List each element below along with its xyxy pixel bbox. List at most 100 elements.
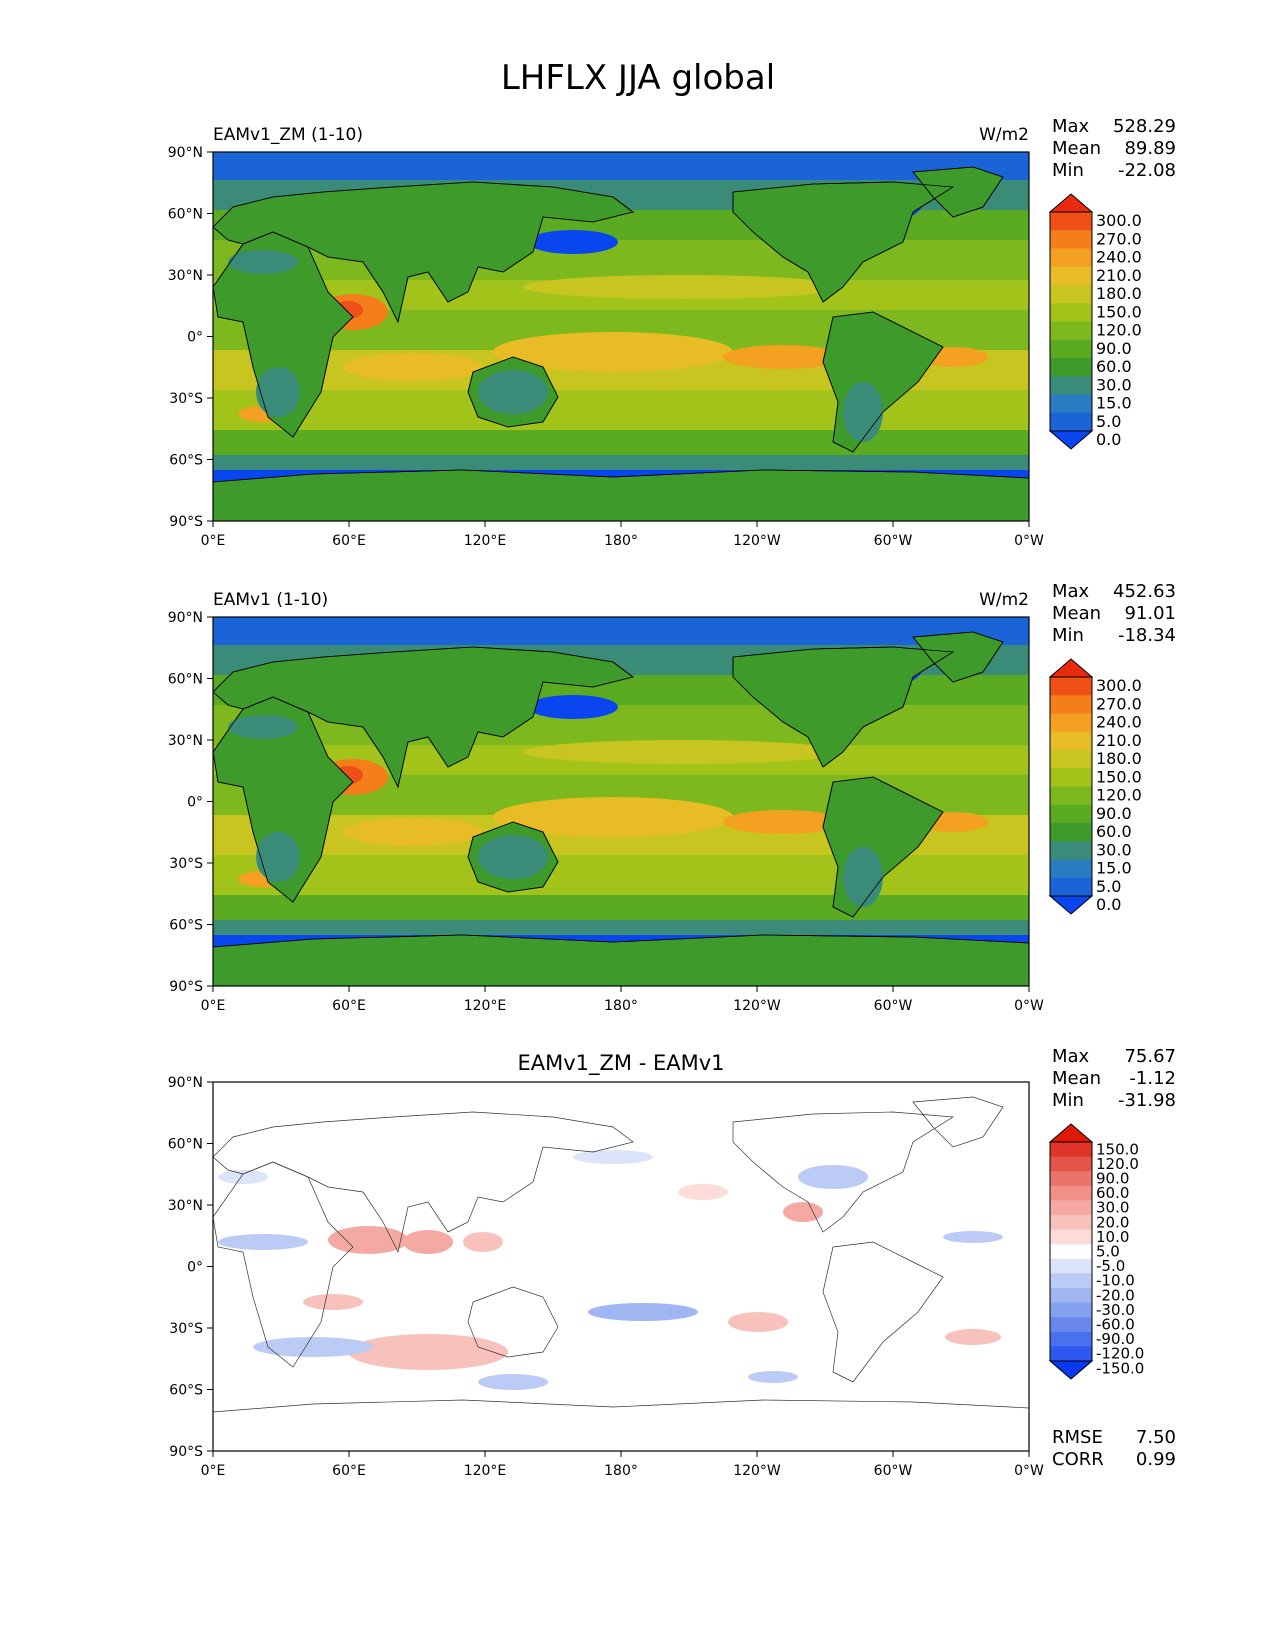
colorbar-tick-label: -90.0 bbox=[1096, 1330, 1135, 1348]
colorbar-segment bbox=[1050, 1215, 1092, 1231]
lat-tick-label: 30°S bbox=[169, 1321, 203, 1337]
colorbar-segment bbox=[1050, 1156, 1092, 1172]
metric-label: RMSE bbox=[1052, 1427, 1103, 1448]
stat-value: 91.01 bbox=[1124, 603, 1176, 624]
lon-tick-label: 60°W bbox=[874, 998, 913, 1014]
lon-tick-label: 60°W bbox=[874, 533, 913, 549]
panel-test: 90°N 60°N 30°N 0° 30°S 60°S 90°S 0°E 60°E 120°E 18… bbox=[168, 116, 1176, 549]
colorbar-tick-label: -5.0 bbox=[1096, 1257, 1125, 1275]
colorbar-segment bbox=[1050, 731, 1092, 751]
colorbar-tick-label: 150.0 bbox=[1096, 767, 1142, 786]
lon-tick-label: 180° bbox=[604, 1463, 638, 1479]
colorbar-tick-label: 90.0 bbox=[1096, 339, 1132, 358]
panel-title: EAMv1 (1-10) bbox=[213, 590, 328, 610]
lat-tick-label: 90°S bbox=[169, 514, 203, 530]
colorbar-segment bbox=[1050, 1185, 1092, 1201]
colorbar-tick-label: 180.0 bbox=[1096, 284, 1142, 303]
lon-tick-label: 0°E bbox=[201, 998, 226, 1014]
lon-tick-label: 180° bbox=[604, 533, 638, 549]
colorbar-tick-label: 210.0 bbox=[1096, 266, 1142, 285]
colorbar-segment bbox=[1050, 841, 1092, 860]
stat-value: 75.67 bbox=[1124, 1046, 1176, 1067]
metric-value: 0.99 bbox=[1136, 1449, 1176, 1470]
stat-label: Mean bbox=[1052, 603, 1101, 624]
colorbar-tick-label: -20.0 bbox=[1096, 1286, 1135, 1304]
lon-tick-label: 120°W bbox=[733, 998, 781, 1014]
lat-tick-label: 90°N bbox=[168, 1075, 203, 1091]
stat-value: -31.98 bbox=[1118, 1090, 1176, 1111]
colorbar-segment bbox=[1050, 266, 1092, 286]
stat-value: 89.89 bbox=[1124, 138, 1176, 159]
colorbar-tick-label: 150.0 bbox=[1096, 302, 1142, 321]
colorbar-tick-label: 30.0 bbox=[1096, 375, 1132, 394]
colorbar-tick-label: -10.0 bbox=[1096, 1272, 1135, 1290]
colorbar-segment bbox=[1050, 1244, 1092, 1260]
colorbar-tick-label: 20.0 bbox=[1096, 1213, 1129, 1231]
lon-tick-label: 60°W bbox=[874, 1463, 913, 1479]
colorbar-segment bbox=[1050, 750, 1092, 769]
colorbar-segment bbox=[1050, 321, 1092, 341]
lat-tick-label: 60°N bbox=[168, 207, 203, 223]
colorbar-segment bbox=[1050, 677, 1092, 696]
lon-tick-label: 0°W bbox=[1014, 533, 1044, 549]
colorbar-segment bbox=[1050, 823, 1092, 842]
panel-difference: 90°N 60°N 30°N 0° 30°S 60°S 90°S 0°E 60°E 120°E 18… bbox=[168, 1046, 1176, 1479]
lon-tick-label: 0°E bbox=[201, 1463, 226, 1479]
lon-tick-label: 60°E bbox=[332, 533, 366, 549]
colorbar-segment bbox=[1050, 358, 1092, 377]
colorbar-tick-label: 240.0 bbox=[1096, 713, 1142, 732]
colorbar-segment bbox=[1050, 394, 1092, 414]
colorbar-tick-label: 120.0 bbox=[1096, 1155, 1139, 1173]
stat-value: 452.63 bbox=[1113, 581, 1176, 602]
stat-value: 528.29 bbox=[1113, 116, 1176, 137]
colorbar-tick-label: -60.0 bbox=[1096, 1316, 1135, 1334]
colorbar-tick-label: 10.0 bbox=[1096, 1228, 1129, 1246]
stat-label: Min bbox=[1052, 625, 1084, 646]
colorbar-segment bbox=[1050, 303, 1092, 322]
lat-tick-label: 60°N bbox=[168, 1137, 203, 1153]
map-test bbox=[212, 151, 1030, 522]
colorbar-tick-label: 5.0 bbox=[1096, 412, 1121, 431]
metric-value: 7.50 bbox=[1136, 1427, 1176, 1448]
colorbar-segment bbox=[1050, 1171, 1092, 1187]
stat-label: Max bbox=[1052, 116, 1090, 137]
colorbar-segment bbox=[1050, 1317, 1092, 1333]
lat-tick-label: 30°S bbox=[169, 391, 203, 407]
colorbar-segment bbox=[1050, 285, 1092, 304]
lat-tick-label: 0° bbox=[187, 795, 203, 811]
colorbar-tick-label: 60.0 bbox=[1096, 822, 1132, 841]
colorbar-tick-label: -150.0 bbox=[1096, 1359, 1144, 1377]
lon-tick-label: 120°E bbox=[464, 1463, 507, 1479]
lon-tick-label: 120°E bbox=[464, 533, 507, 549]
stat-label: Mean bbox=[1052, 138, 1101, 159]
colorbar-segment bbox=[1050, 877, 1092, 897]
field-difference bbox=[213, 1082, 1029, 1451]
stat-label: Min bbox=[1052, 160, 1084, 181]
colorbar-segment bbox=[1050, 1273, 1092, 1289]
colorbar-segment bbox=[1050, 412, 1092, 432]
lat-tick-label: 0° bbox=[187, 330, 203, 346]
lat-tick-label: 90°N bbox=[168, 145, 203, 161]
colorbar-segment bbox=[1050, 859, 1092, 879]
lon-tick-label: 60°E bbox=[332, 998, 366, 1014]
colorbar-tick-label: 0.0 bbox=[1096, 895, 1121, 914]
lat-tick-label: 30°N bbox=[168, 733, 203, 749]
colorbar-tick-label: 270.0 bbox=[1096, 229, 1142, 248]
colorbar-segment bbox=[1050, 1142, 1092, 1158]
metric-label: CORR bbox=[1052, 1449, 1104, 1470]
lat-tick-label: 90°S bbox=[169, 979, 203, 995]
stat-label: Mean bbox=[1052, 1068, 1101, 1089]
stat-value: -22.08 bbox=[1118, 160, 1176, 181]
colorbar-segment bbox=[1050, 786, 1092, 806]
colorbar: -150.0-120.0-90.0-60.0-30.0-20.0-10.0-5.… bbox=[1048, 1123, 1144, 1380]
colorbar-segment bbox=[1050, 768, 1092, 787]
lat-tick-label: 30°N bbox=[168, 268, 203, 284]
lat-tick-label: 90°N bbox=[168, 610, 203, 626]
field-reference bbox=[213, 617, 1029, 986]
colorbar-segment bbox=[1050, 1302, 1092, 1318]
lat-tick-label: 60°S bbox=[169, 1383, 203, 1399]
colorbar-tick-label: 210.0 bbox=[1096, 731, 1142, 750]
colorbar-tick-label: 300.0 bbox=[1096, 676, 1142, 695]
panel-reference: 90°N 60°N 30°N 0° 30°S 60°S 90°S 0°E 60°E 120°E 18… bbox=[168, 581, 1176, 1014]
